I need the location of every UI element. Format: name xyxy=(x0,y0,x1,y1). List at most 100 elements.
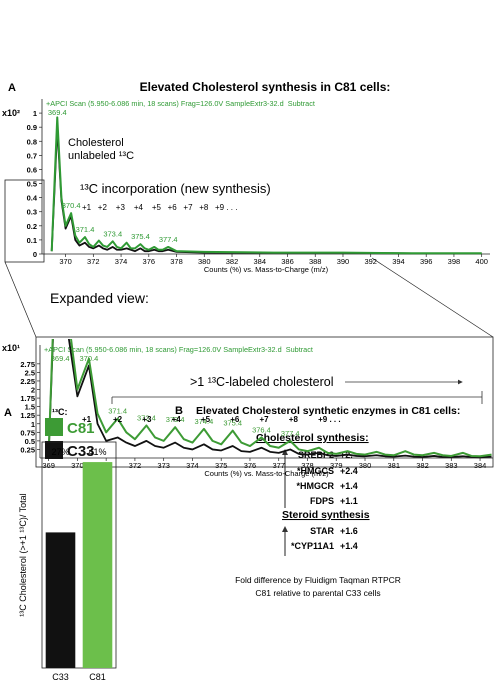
x-tick-label: 378 xyxy=(170,257,183,266)
plot-area xyxy=(47,339,492,459)
chart-title: Expanded view: xyxy=(50,290,149,306)
x-tick-label: 379 xyxy=(330,461,343,470)
plot-frame xyxy=(35,336,494,468)
chart-title: Elevated Cholesterol synthesis in C81 ce… xyxy=(140,80,391,94)
x-tick-label: 376 xyxy=(143,257,156,266)
x-axis-label: Counts (%) vs. Mass-to-Charge (m/z) xyxy=(204,265,329,274)
peak-label: 375.4 xyxy=(223,419,242,428)
plot-frame xyxy=(41,441,117,669)
gene: STAR xyxy=(310,526,334,536)
zoom-line xyxy=(4,261,37,338)
y-tick-label: 2 xyxy=(31,386,35,395)
annotation: +5 xyxy=(201,415,211,424)
x-tick-label: 374 xyxy=(115,257,128,266)
x-tick-label: 382 xyxy=(226,257,239,266)
y-tick-label: 0.9 xyxy=(27,123,37,132)
peak-label: 375.4 xyxy=(131,232,150,241)
y-tick-label: 1 xyxy=(33,109,37,118)
panel-label: B xyxy=(175,405,183,417)
panel-label: A xyxy=(4,407,12,419)
fold: +1.1 xyxy=(340,496,358,506)
x-tick-label: 377 xyxy=(272,461,285,470)
fold: +1.4 xyxy=(340,481,358,491)
peak-label: 373.4 xyxy=(166,415,185,424)
x-tick-label: 370 xyxy=(59,257,72,266)
annotation: ¹³C incorporation (new synthesis) xyxy=(80,181,271,196)
spectrum-line xyxy=(50,116,482,255)
legend-swatch xyxy=(45,418,63,436)
y-tick-label: 1.25 xyxy=(20,411,35,420)
y-tick-label: 1.5 xyxy=(25,403,35,412)
footnote: C81 relative to parental C33 cells xyxy=(255,588,380,598)
y-tick-label: 2.75 xyxy=(20,360,35,369)
spectrum-line xyxy=(47,339,492,458)
y-tick-label: 0.4 xyxy=(27,194,38,203)
annotation: +6 xyxy=(230,415,240,424)
y-tick-label: 1.75 xyxy=(20,394,35,403)
peak-label: 371.4 xyxy=(76,225,95,234)
y-tick-label: 2.5 xyxy=(25,368,35,377)
peak-label: 370.4 xyxy=(80,354,99,363)
section-title: Steroid synthesis xyxy=(282,509,370,521)
x-tick-label: 382 xyxy=(416,461,429,470)
x-tick-label: 396 xyxy=(420,257,433,266)
x-tick-label: 383 xyxy=(445,461,458,470)
legend-label: C81 xyxy=(67,420,95,437)
peak-label: 369.4 xyxy=(48,108,67,117)
peak-label: 374.4 xyxy=(195,417,214,426)
y-tick-label: 0.8 xyxy=(27,137,37,146)
x-tick-label: 384 xyxy=(254,257,267,266)
x-tick-label: 369 xyxy=(42,461,55,470)
y-tick-label: 0.6 xyxy=(27,165,37,174)
annotation: >1 ¹³C-labeled cholesterol xyxy=(190,375,333,389)
peak-label: 373.4 xyxy=(103,229,122,238)
x-axis-label: Counts (%) vs. Mass-to-Charge (m/z) xyxy=(204,469,329,478)
y-tick-label: 0.1 xyxy=(27,236,37,245)
panel-b: B Elevated Cholesterol synthetic enzymes… xyxy=(175,405,460,598)
y-tick-label: 0.3 xyxy=(27,208,37,217)
peak-label: 372.4 xyxy=(137,413,156,422)
x-tick-label: 370 xyxy=(71,461,84,470)
bar xyxy=(45,532,76,668)
x-tick-label: 376 xyxy=(244,461,257,470)
x-tick-label: 388 xyxy=(309,257,322,266)
subtitle: +APCI Scan (5.950-6.086 min, 18 scans) F… xyxy=(46,99,315,108)
x-tick-label: 384 xyxy=(474,461,487,470)
x-tick-label: 372 xyxy=(129,461,142,470)
panel-label: A xyxy=(8,82,16,94)
y-tick-label: 0.75 xyxy=(20,428,35,437)
gene: FDPS xyxy=(310,496,334,506)
x-tick-label: C33 xyxy=(52,672,69,682)
peak-label: 371.4 xyxy=(108,407,127,416)
peak-label: 370.4 xyxy=(62,201,81,210)
y-tick-label: 1 xyxy=(31,420,35,429)
panel-title: Elevated Cholesterol synthetic enzymes i… xyxy=(196,405,460,417)
x-tick-label: 386 xyxy=(281,257,294,266)
gene: *HMGCR xyxy=(297,481,335,491)
plot-area xyxy=(50,116,482,255)
x-tick-label: 392 xyxy=(364,257,377,266)
annotation: unlabeled ¹³C xyxy=(68,150,134,162)
x-tick-label: 378 xyxy=(301,461,314,470)
footnote: Fold difference by Fluidigm Taqman RTPCR xyxy=(235,575,401,585)
peak-label: 369.4 xyxy=(51,354,70,363)
x-tick-label: 390 xyxy=(337,257,350,266)
spectrum-line xyxy=(47,339,492,459)
x-tick-label: 381 xyxy=(388,461,401,470)
peak-label: 376.4 xyxy=(252,425,271,434)
y-tick-label: 0 xyxy=(33,250,37,259)
value-label: 41% xyxy=(88,447,106,457)
y-tick-label: 0.25 xyxy=(20,445,35,454)
x-tick-label: 394 xyxy=(392,257,405,266)
zoom-box xyxy=(4,179,45,263)
legend-swatch xyxy=(45,441,63,459)
annotation: Cholesterol xyxy=(68,137,124,149)
x-tick-label: C81 xyxy=(89,672,106,682)
x-tick-label: 372 xyxy=(87,257,100,266)
annotation: +3 xyxy=(142,415,152,424)
gene: *CYP11A1 xyxy=(291,541,334,551)
legend-label: C33 xyxy=(67,443,95,460)
annotation: +7 xyxy=(260,415,270,424)
y-tick-label: 2.25 xyxy=(20,377,35,386)
